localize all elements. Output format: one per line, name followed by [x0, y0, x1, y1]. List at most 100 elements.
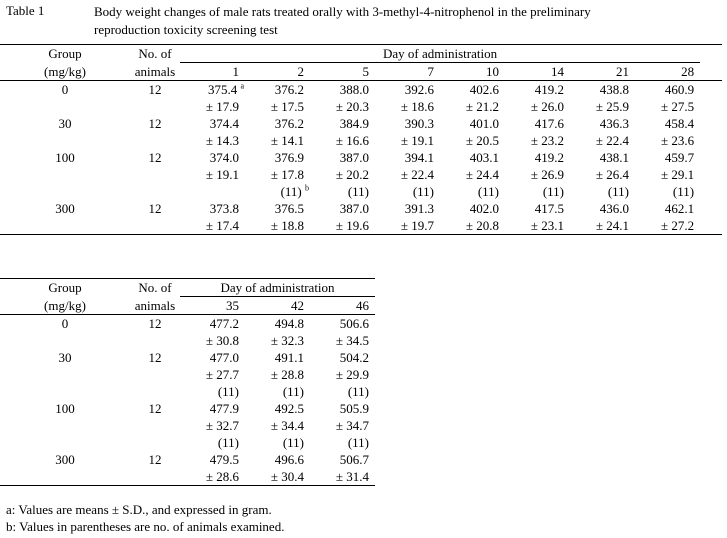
mean-value: 436.3 — [599, 116, 629, 131]
sd-value: ± 16.6 — [335, 133, 369, 148]
sd-value: ± 25.9 — [595, 99, 629, 114]
animals-header-2: animals — [130, 62, 180, 81]
n-examined: (11) b — [280, 183, 309, 199]
mean-value: 506.7 — [339, 452, 369, 467]
animal-count: 12 — [148, 201, 162, 216]
mean-value: 387.0 — [339, 150, 369, 165]
sd-value: ± 30.8 — [205, 333, 239, 348]
mean-value: 492.5 — [274, 401, 304, 416]
mean-value: 477.0 — [209, 350, 239, 365]
n-examined: (11) — [282, 384, 304, 399]
day-column-header: 5 — [310, 62, 375, 81]
mean-value: 403.1 — [469, 150, 499, 165]
table-row-mean: 300 12 479.5 496.6 506.7 — [0, 451, 375, 468]
table-row-mean: 100 12 477.9 492.5 505.9 — [0, 400, 375, 417]
n-examined: (11) — [282, 435, 304, 450]
group-dose: 300 — [55, 201, 75, 216]
table-row-n: (11) (11) (11) — [0, 434, 375, 451]
sd-value: ± 34.7 — [335, 418, 369, 433]
body-weight-table-2: Group No. of Day of administration (mg/kg) a… — [0, 278, 375, 486]
animal-count: 12 — [148, 150, 162, 165]
n-examined: (11) — [477, 184, 499, 199]
sd-value: ± 29.9 — [335, 367, 369, 382]
sd-value: ± 14.3 — [205, 133, 239, 148]
sd-value: ± 17.8 — [270, 167, 304, 182]
sd-value: ± 28.6 — [205, 469, 239, 484]
sd-value: ± 28.8 — [270, 367, 304, 382]
n-examined: (11) — [672, 184, 695, 199]
animal-count: 12 — [148, 82, 162, 97]
sd-value: ± 19.1 — [400, 133, 434, 148]
group-unit-header: (mg/kg) — [0, 62, 130, 81]
day-column-header: 46 — [310, 296, 375, 315]
table-row-sd: ± 27.7 ± 28.8 ± 29.9 — [0, 366, 375, 383]
sd-value: ± 34.4 — [270, 418, 304, 433]
sd-value: ± 23.1 — [530, 218, 564, 233]
day-column-header: 10 — [440, 62, 505, 81]
group-dose: 0 — [61, 316, 69, 331]
sd-value: ± 14.1 — [270, 133, 304, 148]
sd-value: ± 18.8 — [270, 218, 304, 233]
day-column-header: 2 — [245, 62, 310, 81]
table-row-mean: 30 12 477.0 491.1 504.2 — [0, 349, 375, 366]
sd-value: ± 19.7 — [400, 218, 434, 233]
mean-value: 376.2 — [274, 116, 304, 131]
sd-value: ± 22.4 — [595, 133, 629, 148]
day-header: Day of administration — [180, 278, 375, 297]
mean-value: 374.0 — [209, 150, 239, 165]
mean-value: 388.0 — [339, 82, 369, 97]
sd-value: ± 17.4 — [205, 218, 239, 233]
table-title: Body weight changes of male rats treated… — [94, 4, 591, 37]
mean-value: 402.0 — [469, 201, 499, 216]
sd-value: ± 20.3 — [335, 99, 369, 114]
mean-value: 392.6 — [404, 82, 434, 97]
day-header: Day of administration — [180, 44, 701, 63]
sd-value: ± 18.6 — [400, 99, 434, 114]
mean-value: 373.8 — [209, 201, 239, 216]
animals-header: No. of — [138, 280, 172, 296]
table-row-mean: 0 12 375.4 a 376.2 388.0 392.6 402.6 419.2 438.8… — [0, 81, 722, 99]
day-column-header: 14 — [505, 62, 570, 81]
sd-value: ± 31.4 — [335, 469, 369, 484]
table-row-mean: 0 12 477.2 494.8 506.6 — [0, 315, 375, 333]
mean-value: 387.0 — [339, 201, 369, 216]
group-dose: 100 — [55, 401, 75, 416]
sd-value: ± 19.1 — [205, 167, 239, 182]
mean-value: 375.4 a — [207, 81, 244, 97]
table-row-n: (11) (11) (11) — [0, 383, 375, 400]
mean-value: 438.8 — [599, 82, 629, 97]
mean-value: 384.9 — [339, 116, 369, 131]
day-column-header: 28 — [635, 62, 701, 81]
mean-value: 504.2 — [339, 350, 369, 365]
mean-value: 374.4 — [209, 116, 239, 131]
n-examined: (11) — [347, 435, 369, 450]
mean-value: 506.6 — [339, 316, 369, 331]
body-weight-table-1: Group No. of Day of administration (mg/kg) a… — [0, 44, 722, 235]
sd-value: ± 27.5 — [660, 99, 695, 114]
table-row-sd: ± 30.8 ± 32.3 ± 34.5 — [0, 332, 375, 349]
table-row-n: (11) b (11) (11) (11) (11) (11) (11) — [0, 183, 722, 200]
table-row-mean: 30 12 374.4 376.2 384.9 390.3 401.0 417.6 436.3 4… — [0, 115, 722, 132]
mean-value: 376.9 — [274, 150, 304, 165]
mean-value: 394.1 — [404, 150, 434, 165]
sd-value: ± 17.5 — [270, 99, 304, 114]
sd-value: ± 20.8 — [465, 218, 499, 233]
n-examined: (11) — [217, 435, 239, 450]
animal-count: 12 — [148, 401, 162, 416]
table-row-sd: ± 28.6 ± 30.4 ± 31.4 — [0, 468, 375, 486]
mean-value: 376.2 — [274, 82, 304, 97]
mean-value: 505.9 — [339, 401, 369, 416]
table-row-sd: ± 19.1 ± 17.8 ± 20.2 ± 22.4 ± 24.4 ± 26.9 ± 26… — [0, 166, 722, 183]
mean-value: 419.2 — [534, 82, 564, 97]
footnote-b: b: Values in parentheses are no. of anim… — [6, 519, 285, 534]
animal-count: 12 — [148, 350, 162, 365]
table-row-sd: ± 32.7 ± 34.4 ± 34.7 — [0, 417, 375, 434]
sd-value: ± 34.5 — [335, 333, 369, 348]
sd-value: ± 21.2 — [465, 99, 499, 114]
footnote-a: a: Values are means ± S.D., and expresse… — [6, 502, 272, 517]
sd-value: ± 27.7 — [205, 367, 239, 382]
sd-value: ± 20.5 — [465, 133, 499, 148]
n-examined — [180, 183, 245, 200]
sd-value: ± 22.4 — [400, 167, 434, 182]
mean-value: 458.4 — [664, 116, 695, 131]
